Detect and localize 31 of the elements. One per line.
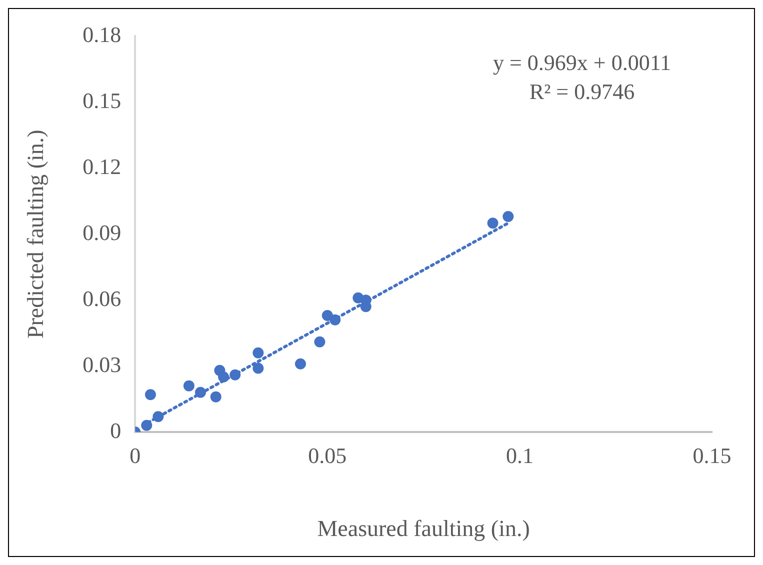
point [144, 389, 156, 400]
point [252, 347, 264, 358]
point [141, 420, 152, 431]
x-tick-label: 0.1 [506, 442, 534, 468]
y-tick-label: 0 [110, 418, 122, 443]
x-tick-label: 0.05 [308, 442, 347, 468]
y-tick-label: 0.09 [82, 220, 122, 245]
x-axis-title: Measured faulting (in.) [317, 516, 530, 542]
point [294, 358, 306, 370]
x-tick-label: 0 [130, 442, 141, 468]
point [218, 372, 230, 383]
y-tick-label: 0.15 [82, 88, 122, 113]
point [194, 386, 206, 398]
y-tick-label: 0.18 [82, 22, 122, 47]
y-axis-title: Predicted faulting (in.) [22, 130, 48, 339]
y-tick-label: 0.06 [82, 286, 122, 311]
point [314, 336, 326, 348]
point [152, 411, 164, 422]
y-tick-label: 0.03 [82, 352, 122, 377]
point [502, 211, 514, 222]
y-tick-label: 0.12 [82, 154, 122, 179]
point [487, 218, 498, 229]
x-tick-label: 0.15 [692, 442, 732, 468]
point [210, 391, 222, 402]
annotation: y = 0.969x + 0.0011 [493, 50, 671, 75]
point [230, 369, 241, 380]
point [252, 362, 264, 374]
point [183, 380, 194, 392]
point [322, 310, 333, 321]
point [330, 314, 341, 326]
annotation: R² = 0.9746 [529, 78, 635, 104]
